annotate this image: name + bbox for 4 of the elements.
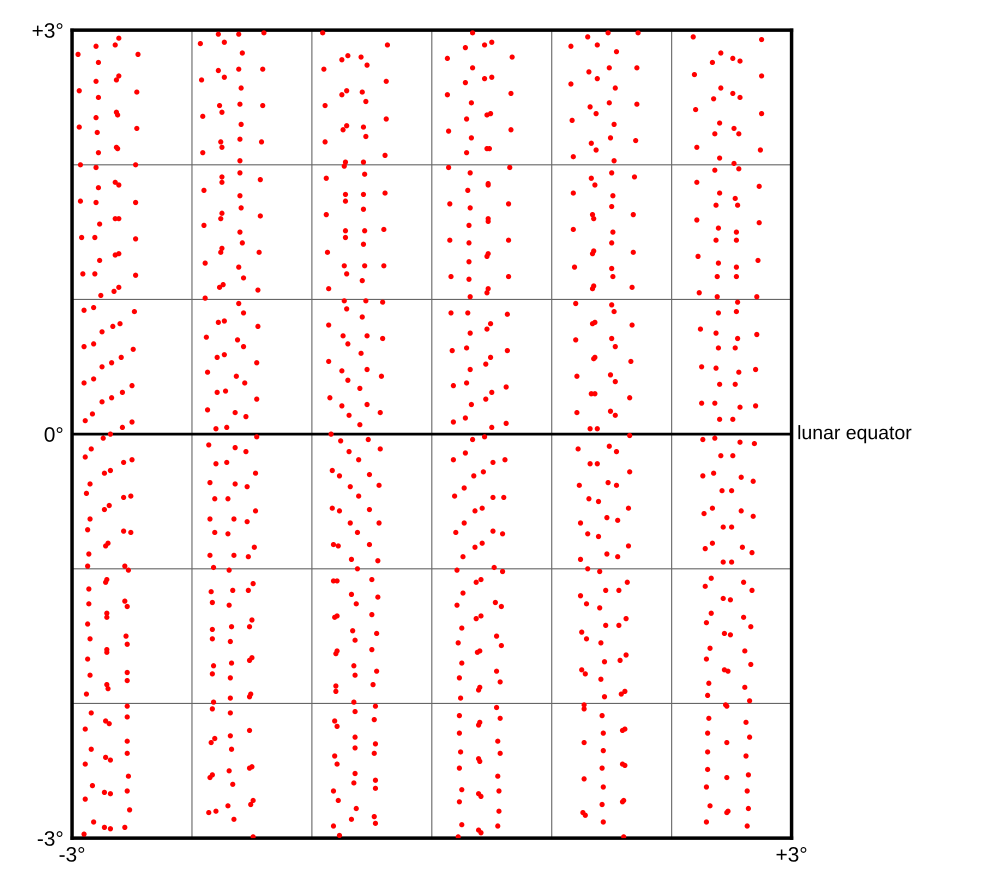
y-tick-label: 0°	[44, 427, 62, 442]
y-tick-label: +3°	[32, 23, 62, 38]
ref-line-label: lunar equator	[798, 425, 912, 444]
y-tick-label: -3°	[38, 831, 62, 846]
